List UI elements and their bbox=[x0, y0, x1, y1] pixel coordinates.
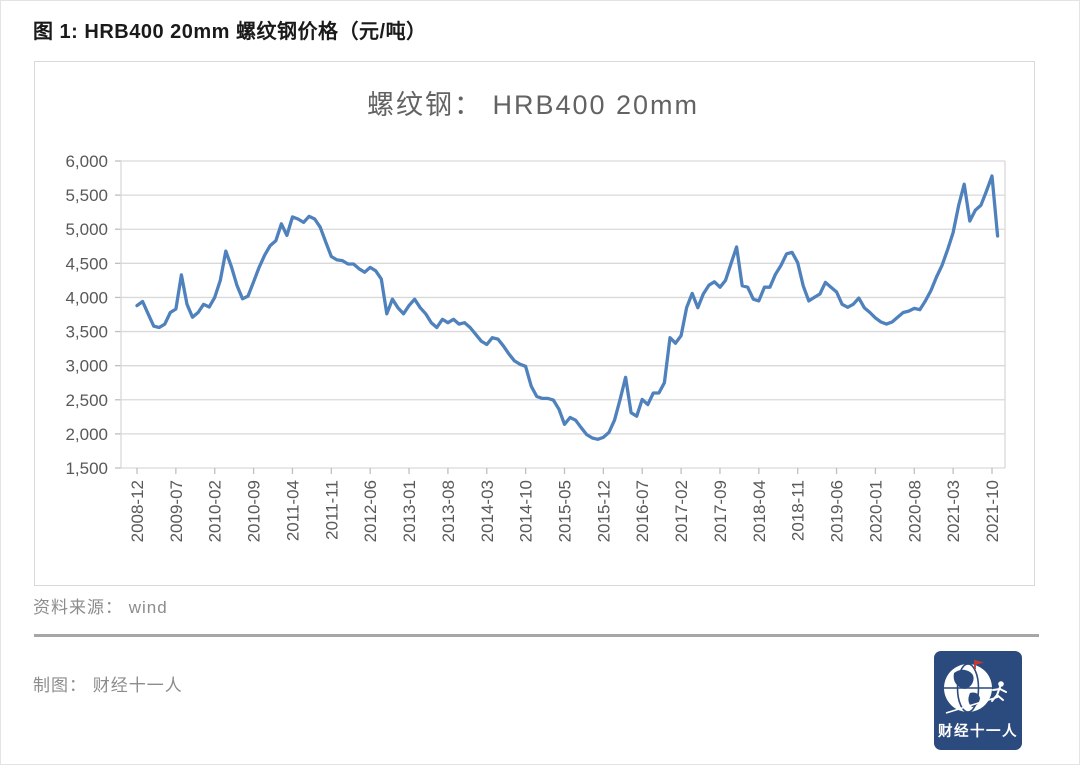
y-axis-label: 3,500 bbox=[65, 323, 108, 342]
x-axis-label: 2009-07 bbox=[167, 480, 186, 542]
x-axis-label: 2014-03 bbox=[478, 480, 497, 542]
chart-figure: 1,500 2,000 2,500 3,000 3,500 4,000 4,500 5,000… bbox=[34, 61, 1035, 586]
x-axis-label: 2018-04 bbox=[750, 480, 769, 542]
x-axis-label: 2021-03 bbox=[944, 480, 963, 542]
credit-attribution: 制图： 财经十一人 bbox=[33, 676, 183, 695]
publisher-logo: 财经十一人 bbox=[934, 651, 1022, 750]
x-axis-label: 2008-12 bbox=[128, 480, 147, 542]
y-axis-label: 1,500 bbox=[65, 459, 108, 478]
x-axis-label: 2013-01 bbox=[400, 480, 419, 542]
x-axis-label: 2010-09 bbox=[245, 480, 264, 542]
x-axis-label: 2011-11 bbox=[322, 480, 341, 540]
y-axis-label: 6,000 bbox=[65, 152, 108, 171]
y-axis-label: 5,500 bbox=[65, 186, 108, 205]
y-axis-label: 4,500 bbox=[65, 254, 108, 273]
x-axis-label: 2020-08 bbox=[905, 480, 924, 542]
x-axis-label: 2012-06 bbox=[361, 480, 380, 542]
y-axis-label: 4,000 bbox=[65, 288, 108, 307]
price-chart: 1,500 2,000 2,500 3,000 3,500 4,000 4,500 5,000… bbox=[65, 90, 1006, 542]
x-axis-label: 2015-05 bbox=[556, 480, 575, 542]
divider-line bbox=[34, 634, 1039, 637]
x-axis-label: 2015-12 bbox=[594, 480, 613, 542]
price-line-series bbox=[135, 174, 1000, 441]
y-axis-label: 2,000 bbox=[65, 425, 108, 444]
source-attribution: 资料来源： wind bbox=[33, 598, 168, 617]
x-axis-label: 2016-07 bbox=[633, 480, 652, 542]
runner-icon bbox=[991, 681, 1007, 702]
y-axis-label: 3,000 bbox=[65, 357, 108, 376]
x-axis-label: 2017-09 bbox=[711, 480, 730, 542]
y-axis-label: 5,000 bbox=[65, 220, 108, 239]
x-axis-label: 2020-01 bbox=[866, 480, 885, 542]
javelin-icon bbox=[945, 696, 999, 714]
globe-with-runner-icon: 财经十一人 bbox=[938, 660, 1018, 740]
x-axis-label: 2021-10 bbox=[983, 480, 1002, 542]
x-axis-label: 2013-08 bbox=[439, 480, 458, 542]
x-axis-label: 2011-04 bbox=[283, 480, 302, 541]
x-axis-label: 2019-06 bbox=[828, 480, 847, 542]
x-axis-label: 2017-02 bbox=[672, 480, 691, 542]
y-axis-label: 2,500 bbox=[65, 391, 108, 410]
x-axis-label: 2010-02 bbox=[206, 480, 225, 542]
x-axis-label: 2018-11 bbox=[789, 480, 808, 541]
figure-caption: 图 1: HRB400 20mm 螺纹钢价格（元/吨） bbox=[33, 21, 427, 43]
x-axis-label: 2014-10 bbox=[517, 480, 536, 542]
chart-title: 螺纹钢： HRB400 20mm bbox=[367, 90, 699, 120]
logo-text: 财经十一人 bbox=[938, 722, 1018, 740]
